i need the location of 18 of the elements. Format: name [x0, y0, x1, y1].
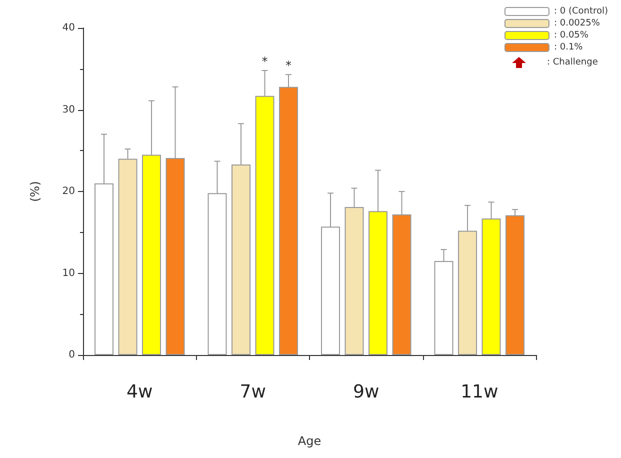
data-label: *: [262, 54, 268, 69]
legend-label: : 0.05%: [554, 30, 589, 40]
x-tick-label: 11w: [460, 382, 498, 402]
y-tick-label: 30: [62, 104, 75, 116]
x-tick-label: 7w: [240, 382, 266, 402]
y-tick-label: 20: [62, 186, 75, 197]
legend-label: : 0.0025%: [554, 18, 600, 28]
x-tick-label: 4w: [126, 382, 153, 402]
text: : Challenge: [547, 58, 598, 68]
y-axis-title: (%): [28, 181, 42, 202]
legend-label: : 0 (Control): [554, 6, 608, 16]
y-tick-label: 10: [62, 268, 75, 279]
y-tick-label: 40: [62, 22, 75, 34]
x-axis-title: Age: [298, 434, 322, 448]
y-tick-label: 0: [68, 350, 75, 360]
data-label: *: [286, 58, 292, 73]
legend-label: : 0.1%: [554, 42, 584, 52]
x-tick-label: 9w: [353, 382, 380, 402]
